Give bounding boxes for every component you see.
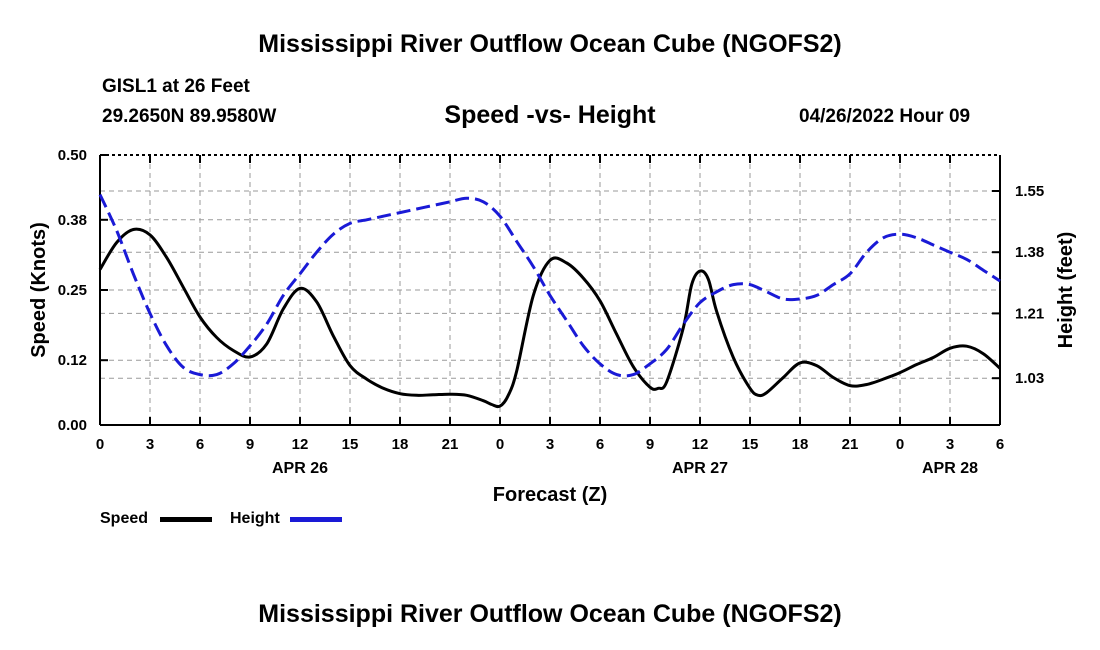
x-date-label: APR 26 [272,460,328,477]
x-tick-label: 3 [146,436,154,453]
x-date-label: APR 27 [672,460,728,477]
x-tick-label: 12 [292,436,309,453]
x-tick-label: 0 [96,436,104,453]
y-left-tick-label: 0.50 [58,147,87,164]
speed-series-line [98,227,1001,409]
y-right-tick-label: 1.55 [1015,183,1044,200]
station-coordinates: 29.2650N 89.9580W [102,106,277,127]
x-tick-label: 3 [946,436,954,453]
x-tick-label: 18 [392,436,409,453]
x-tick-label: 15 [342,436,359,453]
legend-speed-label: Speed [100,510,149,527]
x-tick-label: 0 [496,436,504,453]
y-right-tick-label: 1.21 [1015,305,1044,322]
x-tick-label: 21 [842,436,859,453]
station-name: GISL1 at 26 Feet [102,76,250,97]
x-axis-title: Forecast (Z) [493,484,607,506]
x-tick-label: 15 [742,436,759,453]
height-series-line [98,193,1001,378]
x-tick-label: 6 [996,436,1004,453]
y-left-tick-label: 0.25 [58,282,87,299]
x-tick-label: 12 [692,436,709,453]
x-tick-label: 6 [596,436,604,453]
x-tick-label: 3 [546,436,554,453]
x-tick-label: 18 [792,436,809,453]
x-tick-label: 0 [896,436,904,453]
footer-title: Mississippi River Outflow Ocean Cube (NG… [258,600,842,628]
y-left-tick-label: 0.12 [58,352,87,369]
x-date-label: APR 28 [922,460,978,477]
x-tick-label: 6 [196,436,204,453]
legend-height-swatch [290,517,342,522]
y-right-tick-label: 1.03 [1015,370,1044,387]
y-right-tick-label: 1.38 [1015,244,1044,261]
legend-height-label: Height [230,510,280,527]
y-left-tick-label: 0.38 [58,212,87,229]
x-tick-label: 21 [442,436,459,453]
y-left-tick-label: 0.00 [58,417,87,434]
y-right-axis-title: Height (feet) [1055,232,1077,349]
x-tick-label: 9 [246,436,254,453]
chart-subtitle: Speed -vs- Height [444,101,656,129]
x-tick-label: 9 [646,436,654,453]
y-left-axis-title: Speed (Knots) [28,222,50,358]
chart-title: Mississippi River Outflow Ocean Cube (NG… [258,30,842,58]
legend-speed-swatch [160,517,212,522]
forecast-timestamp: 04/26/2022 Hour 09 [799,106,971,127]
